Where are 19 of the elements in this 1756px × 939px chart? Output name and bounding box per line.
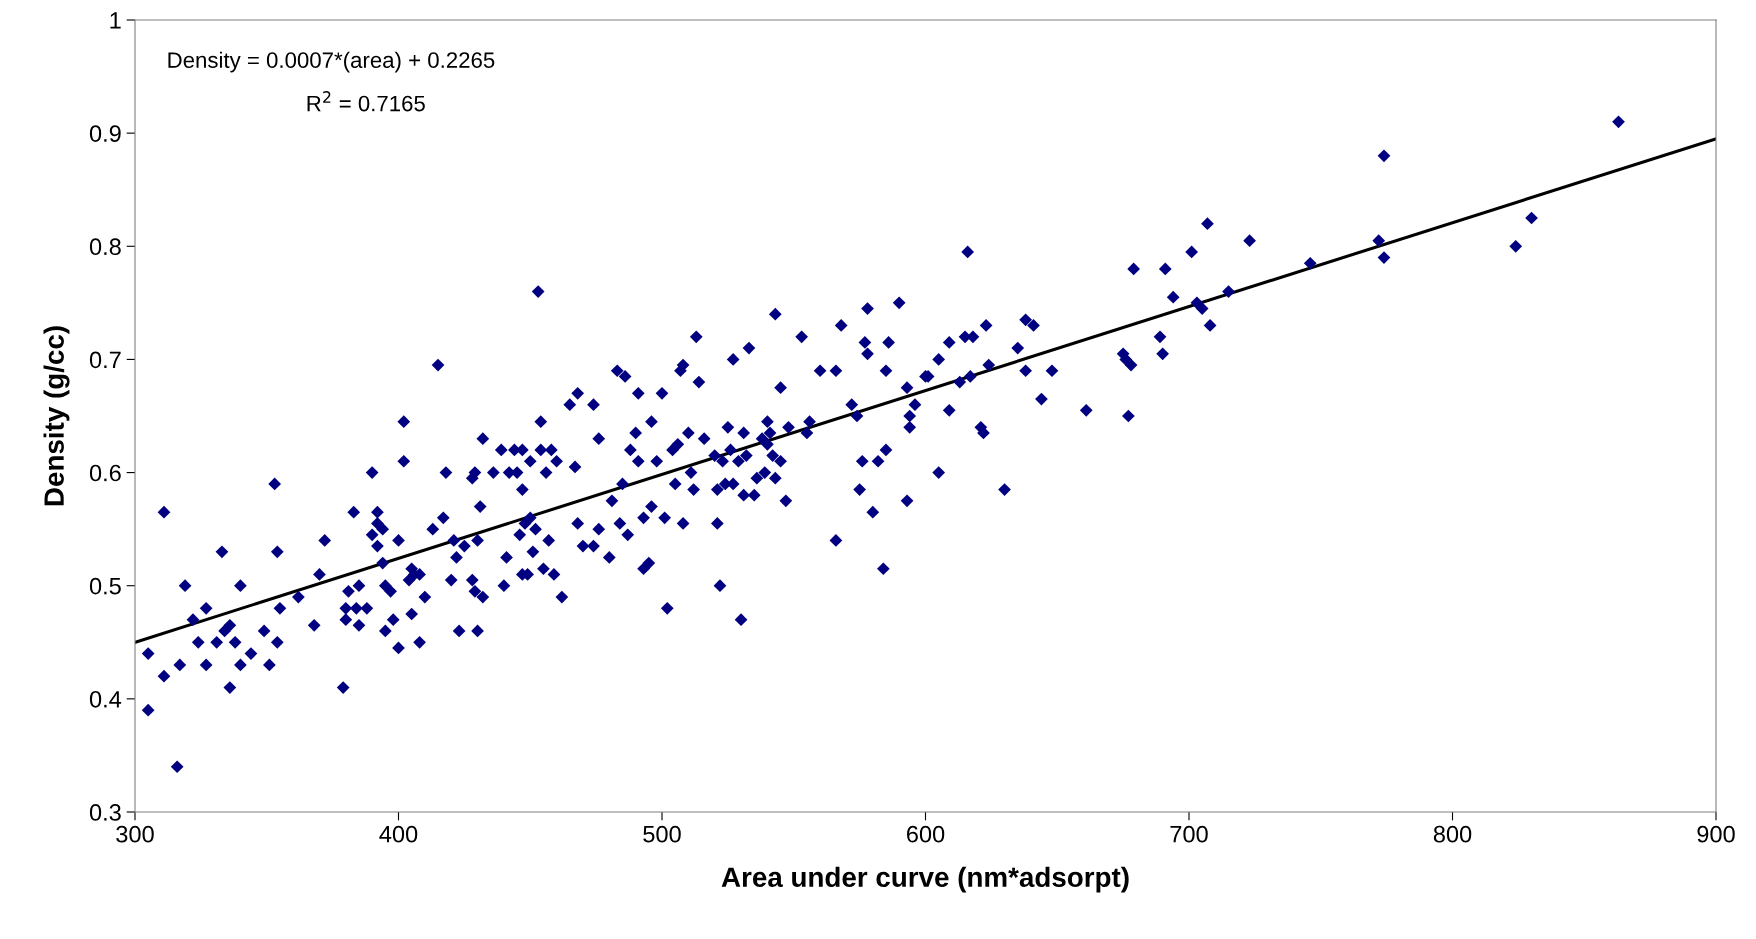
- x-tick-label: 300: [116, 825, 154, 843]
- annotation: Density = 0.0007*(area) + 0.2265: [168, 51, 495, 73]
- y-tick-label: 0.5: [89, 577, 121, 595]
- y-tick-label: 0.7: [89, 351, 121, 369]
- x-tick-label: 900: [1697, 825, 1735, 843]
- y-tick-label: 1: [110, 12, 121, 29]
- y-tick-label: 0.6: [89, 464, 121, 482]
- x-tick-label: 500: [643, 825, 681, 843]
- x-axis-title: Area under curve (nm*adsorpt): [721, 866, 1129, 893]
- annotation: R$^{2}$ = 0.7165: [307, 91, 425, 112]
- y-tick-label: 0.8: [89, 238, 121, 256]
- x-tick-label: 600: [907, 825, 945, 843]
- x-tick-label: 800: [1433, 825, 1472, 843]
- y-tick-label: 0.3: [89, 804, 121, 821]
- y-tick-label: 0.4: [89, 690, 122, 708]
- x-tick-label: 700: [1170, 825, 1208, 843]
- y-axis-title: Density (g/cc): [43, 326, 70, 506]
- y-tick-label: 0.9: [89, 125, 121, 142]
- x-tick-label: 400: [379, 825, 418, 843]
